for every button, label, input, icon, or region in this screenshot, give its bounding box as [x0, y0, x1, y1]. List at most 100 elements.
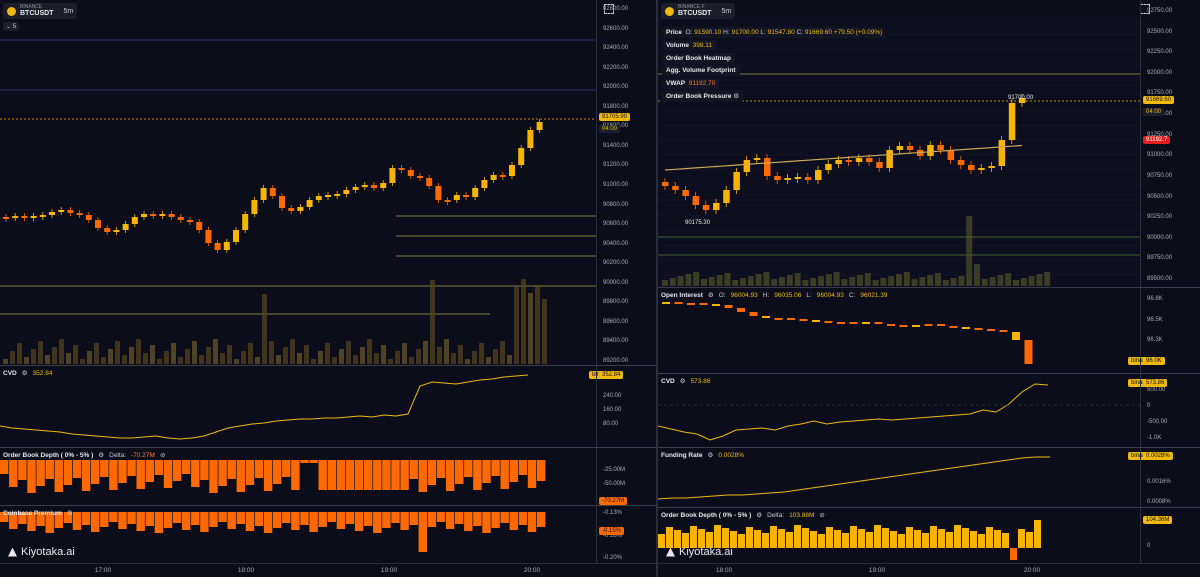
left-symbol-header[interactable]: BINANCE BTCUSDT 5m	[3, 3, 78, 19]
fr-tag: 0.0028%	[1143, 452, 1173, 460]
price-candle	[845, 160, 853, 162]
cbp-bar	[291, 512, 300, 530]
price-tick: 89400.00	[603, 338, 629, 345]
left-obd-pane[interactable]: Order Book Depth ( 0% - 5% ) ⚙ Delta: -70.2…	[0, 448, 656, 506]
left-cbp-axis[interactable]: -0.13% -0.18% -0.20% -0.15%	[596, 506, 656, 563]
price-candle	[774, 176, 781, 180]
exchange-label: BINANCE.F	[678, 4, 705, 10]
fullscreen-icon[interactable]	[604, 4, 614, 14]
price-candle	[306, 200, 313, 207]
obd-bar	[730, 531, 737, 548]
right-cvd-pane[interactable]: CVD⚙573.86 binance.f 500.000-500.00-1.0K…	[658, 374, 1200, 448]
volume-bar	[171, 343, 176, 364]
right-time-axis[interactable]: 18:00 19:00 20:00	[658, 563, 1200, 577]
hide-eye-icon[interactable]: ⊘	[819, 512, 825, 519]
volume-bar	[1036, 274, 1043, 286]
obd-bar	[882, 528, 889, 548]
left-cvd-axis[interactable]: 240.00 160.00 80.00 352.84	[596, 366, 656, 447]
price-candle	[499, 175, 506, 177]
obd-bar	[254, 460, 264, 478]
volume-bar	[423, 341, 428, 364]
cvd-value: 352.84	[32, 369, 53, 377]
left-time-axis[interactable]: 17:00 18:00 19:00 20:00	[0, 563, 656, 577]
price-tick: 92750.00	[1147, 8, 1173, 14]
gear-icon[interactable]: ⚙	[707, 452, 714, 459]
volume-bar	[763, 272, 770, 286]
gear-icon[interactable]: ⚙	[21, 370, 28, 377]
time-tick: 18:00	[237, 567, 255, 574]
volume-bar	[849, 277, 856, 286]
hide-eye-icon[interactable]: ⊘	[159, 452, 166, 459]
price-tick: 90400.00	[603, 240, 629, 247]
right-obd-axis[interactable]: 0 104.36M	[1140, 508, 1200, 563]
chart-divider[interactable]	[656, 0, 658, 577]
obd-bar	[291, 460, 300, 490]
gear-icon[interactable]: ⚙	[98, 452, 105, 459]
obd-bar	[354, 460, 364, 490]
volume-bar	[500, 341, 505, 364]
time-tick: 20:00	[1023, 567, 1041, 574]
right-symbol-header[interactable]: BINANCE.F BTCUSDT 5m	[661, 3, 736, 19]
right-price-axis[interactable]: 92750.00 92500.00 92250.00 92000.00 91750.00…	[1140, 0, 1200, 287]
heatmap-legend[interactable]: Order Book Heatmap	[662, 53, 736, 64]
gear-icon[interactable]: ⚙	[707, 292, 714, 299]
cbp-bar	[200, 512, 209, 532]
binance-logo-icon	[665, 6, 674, 16]
price-tick: 90500.00	[1147, 193, 1173, 200]
right-oi-pane[interactable]: Open Interest ⚙ O: 96004.93 H: 96035.06 L: 9600…	[658, 288, 1200, 374]
obd-bar	[874, 525, 881, 548]
obd-bar	[236, 460, 245, 492]
vwap-line	[664, 144, 1023, 171]
obd-tag: 104.36M	[1143, 516, 1173, 524]
right-fr-axis[interactable]: 0.0016% 0.0008% 0.0028%	[1140, 448, 1200, 507]
left-price-axis[interactable]: 92800.00 92600.00 92400.00 92200.00 92000.00…	[596, 0, 656, 365]
cbp-bar	[473, 512, 482, 526]
cbp-bar	[318, 512, 327, 527]
right-obd-pane[interactable]: Order Book Depth ( 0% - 5% ) ⚙ Delta: 103.8…	[658, 508, 1200, 563]
right-cvd-line	[658, 383, 1140, 441]
volume-bar	[997, 275, 1004, 286]
timeframe-label[interactable]: 5m	[721, 7, 732, 15]
obd-bar	[300, 460, 309, 463]
right-fr-pane[interactable]: Funding Rate⚙0.0028% binance.f 0.0016%0.…	[658, 448, 1200, 508]
left-price-pane[interactable]: BINANCE BTCUSDT 5m ⌄ 5 92800.00 92600.00 92…	[0, 0, 656, 366]
obd-bar	[536, 460, 546, 481]
obd-bar	[818, 534, 825, 548]
left-cbp-pane[interactable]: Coinbase Premium ⚙ Kiyotaka.ai -0.13% -0.1…	[0, 506, 656, 563]
oi-candle	[774, 318, 783, 320]
oi-candle	[1012, 332, 1020, 340]
volume-bar	[521, 279, 526, 364]
footprint-legend[interactable]: Agg. Volume Footprint	[662, 65, 740, 76]
price-tick: 89600.00	[603, 318, 629, 325]
obd-bar	[954, 525, 961, 548]
right-cvd-axis[interactable]: 500.00 0 -500.00 -1.0K 573.86	[1140, 374, 1200, 447]
cbp-bar	[145, 512, 154, 526]
obd-bar	[938, 529, 945, 548]
cbp-bar	[263, 512, 273, 533]
price-candle	[361, 185, 368, 187]
gear-icon[interactable]: ⚙	[679, 378, 686, 385]
right-oi-axis[interactable]: 96.8K 96.5K 96.3K 96.0K	[1140, 288, 1200, 373]
timeframe-label[interactable]: 5m	[63, 7, 74, 15]
oi-candle	[712, 304, 720, 306]
price-candle	[743, 160, 751, 172]
price-tick: 91000.00	[1147, 152, 1173, 159]
gear-icon[interactable]: ⚙	[733, 93, 740, 100]
price-candle	[723, 190, 730, 203]
kiyotaka-logo-icon	[8, 547, 17, 557]
pressure-legend[interactable]: Order Book Pressure ⚙	[662, 90, 744, 102]
price-tag: 91705.90	[599, 113, 631, 121]
time-tick: 18:00	[715, 567, 733, 574]
price-candle	[978, 168, 985, 170]
countdown-tag: 04:00	[599, 125, 621, 133]
left-obd-axis[interactable]: -25.00M -50.00M -70.27M	[596, 448, 656, 505]
cbp-bar	[282, 512, 291, 523]
gear-icon[interactable]: ⚙	[66, 510, 73, 517]
right-price-pane[interactable]: BINANCE.F BTCUSDT 5m Price O: 91590.10 H:…	[658, 0, 1200, 288]
gear-icon[interactable]: ⚙	[756, 512, 763, 519]
left-cvd-pane[interactable]: CVD⚙352.84 binance 240.00160.0080.00352.…	[0, 366, 656, 448]
interval-dropdown[interactable]: ⌄ 5	[3, 22, 20, 31]
price-candle	[242, 214, 249, 230]
cbp-bar	[118, 512, 127, 529]
volume-bar	[136, 339, 141, 364]
